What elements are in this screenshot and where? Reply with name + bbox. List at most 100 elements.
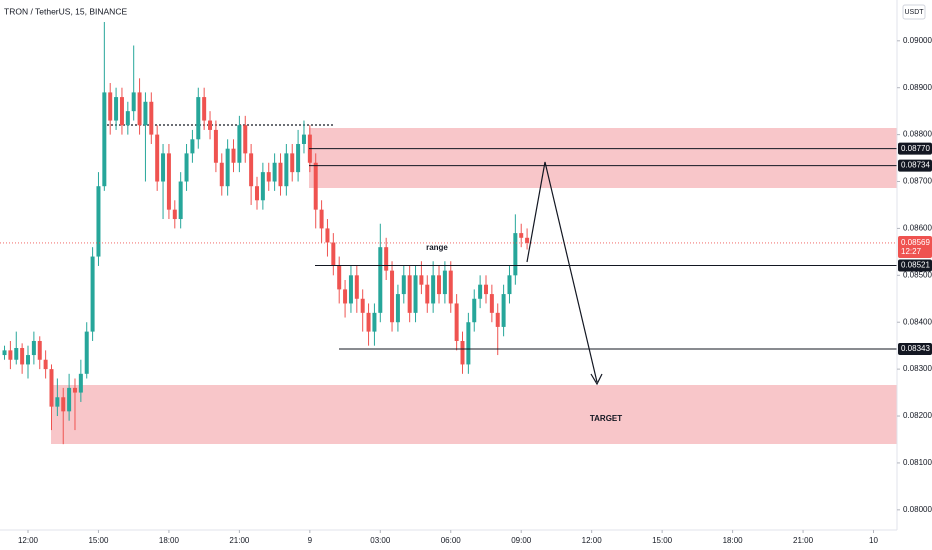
current-price-label: 0.08569 — [901, 238, 930, 247]
candle-body — [266, 172, 271, 182]
candle-body — [137, 92, 142, 126]
candle-body — [96, 186, 101, 257]
x-tick-label: 09:00 — [511, 536, 532, 545]
candle-body — [419, 275, 424, 285]
candle-body — [84, 331, 89, 374]
candle-body — [178, 181, 183, 220]
currency-box — [902, 4, 926, 20]
candle-body — [26, 355, 31, 365]
y-tick-label: 0.09000 — [903, 36, 932, 45]
candle-body — [8, 350, 13, 360]
candle-body — [407, 275, 412, 313]
candle-body — [390, 270, 395, 323]
candle-body — [448, 270, 453, 304]
candle-body — [525, 237, 530, 243]
candle-body — [313, 162, 318, 210]
candle-body — [49, 369, 54, 407]
y-tick-label: 0.08000 — [903, 505, 932, 514]
candle-body — [384, 247, 389, 271]
candle-body — [343, 289, 348, 304]
candle-body — [437, 275, 442, 295]
currency: USDT — [904, 9, 924, 16]
level-label: 0.08343 — [901, 344, 930, 353]
candle-body — [378, 247, 383, 313]
marks — [0, 22, 897, 445]
level-label: 0.08770 — [901, 144, 930, 153]
candle-body — [190, 139, 195, 154]
candle-body — [208, 120, 213, 130]
candle-body — [366, 312, 371, 332]
candle-body — [478, 284, 483, 299]
candle-body — [442, 270, 447, 295]
candle-body — [231, 148, 236, 163]
target-label: TARGET — [590, 414, 622, 423]
candle-body — [272, 162, 277, 182]
candle-body — [413, 275, 418, 313]
x-tick-label: 06:00 — [441, 536, 462, 545]
candle-body — [296, 143, 301, 173]
candle-body — [125, 111, 130, 126]
candle-body — [149, 101, 154, 135]
range-label: range — [426, 243, 448, 252]
candle-body — [166, 153, 171, 210]
y-tick-label: 0.08500 — [903, 270, 932, 279]
candle-body — [102, 92, 107, 187]
candle-body — [278, 162, 283, 187]
x-tick-label: 21:00 — [229, 536, 250, 545]
candle-body — [284, 153, 289, 187]
x-tick-label: 18:00 — [159, 536, 180, 545]
candle-body — [425, 284, 430, 304]
candle-body — [489, 294, 494, 313]
candle-body — [114, 97, 119, 121]
x-tick-label: 9 — [308, 536, 313, 545]
candle-body — [14, 348, 19, 360]
candle-body — [472, 298, 477, 323]
candle-body — [55, 397, 60, 407]
candle-body — [237, 125, 242, 163]
candle-body — [78, 373, 83, 393]
y-tick-label: 0.08400 — [903, 317, 932, 326]
countdown: 12:27 — [901, 247, 922, 256]
target-zone — [51, 385, 897, 444]
x-tick-label: 18:00 — [723, 536, 744, 545]
y-tick-label: 0.08100 — [903, 458, 932, 467]
candle-body — [519, 233, 524, 238]
candle-body — [354, 275, 359, 299]
candle-body — [184, 153, 189, 182]
candle-body — [37, 340, 42, 360]
x-tick-label: 15:00 — [652, 536, 673, 545]
level-label-box — [898, 159, 932, 172]
y-tick-label: 0.08200 — [903, 411, 932, 420]
y-tick-label: 0.08800 — [903, 130, 932, 139]
candle-body — [243, 125, 248, 154]
candle-body — [61, 397, 66, 412]
candle-body — [301, 134, 306, 144]
candle-body — [513, 233, 518, 276]
axes: 0.08000 0.08100 0.08200 0.08300 0.08400 0.085… — [18, 36, 932, 545]
resistance-zone — [309, 128, 897, 188]
level-label-box — [898, 259, 932, 272]
candle-body — [360, 298, 365, 313]
candle-body — [2, 350, 7, 356]
candle-body — [155, 134, 160, 182]
candle-body — [119, 97, 124, 126]
candle-body — [161, 153, 166, 182]
candle-body — [431, 275, 436, 304]
level-label: 0.08521 — [901, 261, 930, 270]
level-label-box — [898, 142, 932, 155]
candle-body — [290, 153, 295, 173]
candle-body — [495, 312, 500, 327]
level-label: 0.08734 — [901, 161, 930, 170]
candle-body — [331, 242, 336, 266]
candle-body — [460, 340, 465, 365]
candle-body — [337, 265, 342, 290]
candle-body — [466, 322, 471, 365]
candle-body — [143, 101, 148, 126]
x-tick-label: 10 — [869, 536, 878, 545]
x-tick-label: 12:00 — [582, 536, 603, 545]
candle-body — [507, 275, 512, 295]
y-tick-label: 0.08700 — [903, 177, 932, 186]
candle-body — [219, 162, 224, 187]
x-tick-label: 12:00 — [18, 536, 39, 545]
